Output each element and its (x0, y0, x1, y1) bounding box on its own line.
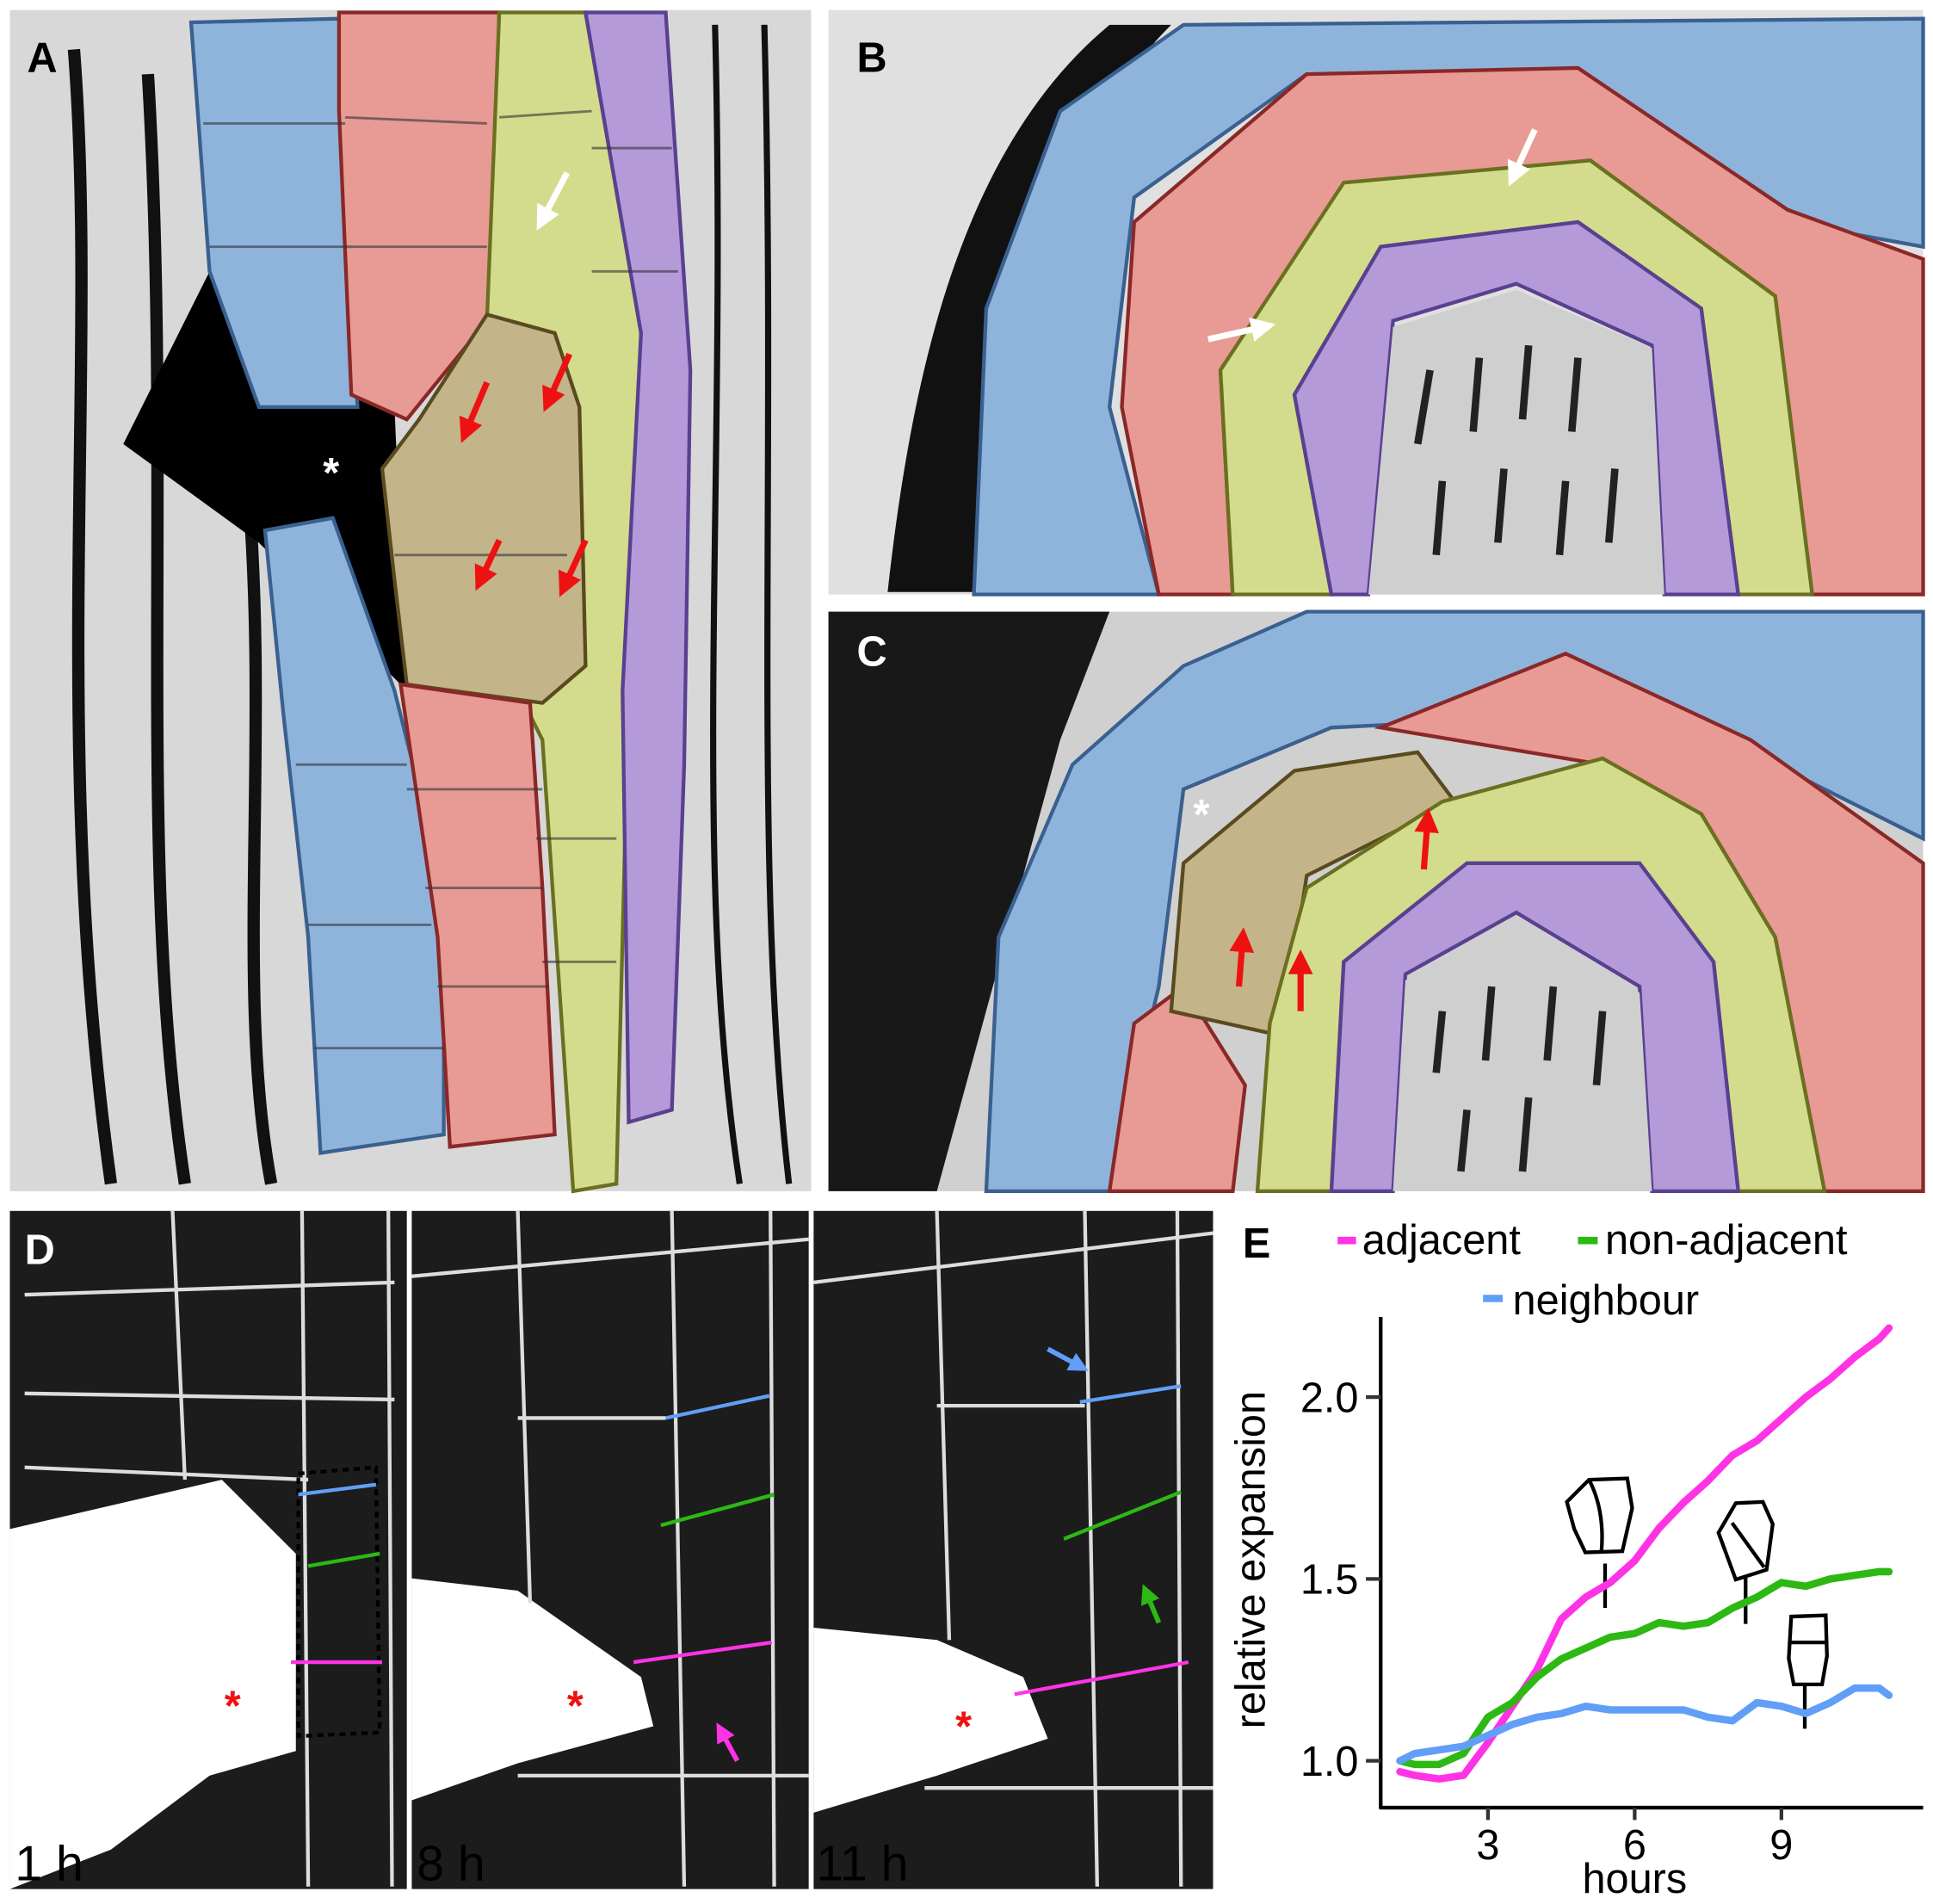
stele-center (1368, 289, 1664, 595)
blue-arrow (1047, 1346, 1089, 1371)
x-tick-label: 3 (1476, 1822, 1499, 1869)
dark-region (828, 611, 1110, 1191)
cell-sketch-neighbour-icon (1787, 1613, 1829, 1729)
panel-a: * A (9, 9, 812, 1194)
ring-blue (984, 609, 1925, 1194)
timepoint-label: 8 h (417, 1837, 485, 1892)
red-arrow (542, 352, 573, 412)
panel-d: * 1 h D * 8 h (9, 1210, 1214, 1892)
y-axis-label: relative expansion (1228, 1391, 1275, 1728)
panel-d-annotation-asterisk: * (567, 1683, 584, 1729)
cell-column-pink-lower (398, 682, 557, 1149)
stele-streaks (1432, 986, 1607, 1172)
ring-pink (1107, 983, 1247, 1194)
panel-b-label: B (857, 34, 887, 81)
panel-a-annotation-asterisk: * (323, 450, 339, 497)
red-arrow (474, 539, 503, 591)
measure-line-neighbour (665, 1394, 770, 1420)
panel-e-chart: E adjacent non-adjacent neighbour relati… (1228, 1217, 1924, 1902)
cell-column-blue-lower (262, 516, 446, 1155)
ring-purple (1329, 861, 1741, 1194)
panel-c: * C (828, 609, 1925, 1194)
dark-streaks (887, 24, 1171, 592)
measure-line-adjacent (1014, 1660, 1189, 1697)
x-tick-label: 9 (1769, 1822, 1793, 1869)
measure-line-adjacent (633, 1641, 772, 1665)
cell-wall-streaks (67, 24, 793, 1185)
cell-column-blue-upper (188, 16, 360, 410)
measure-line-non-adjacent (660, 1493, 775, 1528)
ring-purple (1292, 219, 1741, 597)
magenta-arrow (716, 1722, 740, 1763)
panel-a-label: A (28, 34, 58, 81)
timepoint-8h: * 8 h (411, 1210, 809, 1892)
series-line-non-adjacent (1396, 1567, 1893, 1769)
white-arrow (1207, 317, 1276, 343)
x-tick-label: 6 (1623, 1822, 1646, 1869)
legend-label-neighbour: neighbour (1513, 1277, 1700, 1324)
cell-sketch-icons (1565, 1476, 1829, 1729)
red-arrow (1229, 927, 1255, 987)
cell-walls-horizontal (203, 109, 678, 1050)
panel-d-label: D (25, 1227, 55, 1273)
legend: adjacent non-adjacent neighbour (1337, 1217, 1848, 1324)
timepoint-label: 11 h (816, 1837, 908, 1892)
cell-outline-dashed (296, 1465, 382, 1739)
red-arrow (559, 539, 589, 597)
green-arrow (1140, 1584, 1162, 1624)
x-axis-label: hours (1582, 1856, 1687, 1902)
y-tick-label: 1.0 (1300, 1739, 1359, 1785)
y-tick-label: 2.0 (1300, 1375, 1359, 1421)
panel-d-annotation-asterisk: * (955, 1704, 972, 1751)
series-line-neighbour (1396, 1684, 1893, 1765)
red-arrow (1414, 807, 1439, 870)
legend-label-adjacent: adjacent (1362, 1217, 1522, 1264)
white-arrow (536, 171, 571, 231)
measure-line-non-adjacent (1063, 1490, 1183, 1541)
legend-label-non-adjacent: non-adjacent (1605, 1217, 1848, 1264)
panel-c-label: C (857, 629, 887, 676)
measure-line-neighbour (298, 1482, 377, 1497)
panel-d-annotation-asterisk: * (225, 1683, 241, 1729)
stele-center (1393, 918, 1652, 1191)
stele-streaks (1414, 344, 1619, 556)
red-arrow (459, 380, 491, 443)
white-arrow (1507, 128, 1538, 187)
cell-column-purple (583, 10, 693, 1125)
panel-e-label: E (1243, 1221, 1270, 1267)
timepoint-11h: * 11 h (813, 1210, 1214, 1892)
series-line-adjacent (1396, 1324, 1893, 1783)
timepoint-label: 1 h (15, 1837, 83, 1892)
panel-c-annotation-asterisk: * (1194, 792, 1210, 838)
panel-b: B (828, 9, 1925, 597)
y-tick-label: 1.5 (1300, 1557, 1359, 1604)
timepoint-1h: * 1 h D (9, 1210, 407, 1892)
measure-line-neighbour (1079, 1384, 1182, 1404)
measure-line-non-adjacent (307, 1551, 380, 1568)
